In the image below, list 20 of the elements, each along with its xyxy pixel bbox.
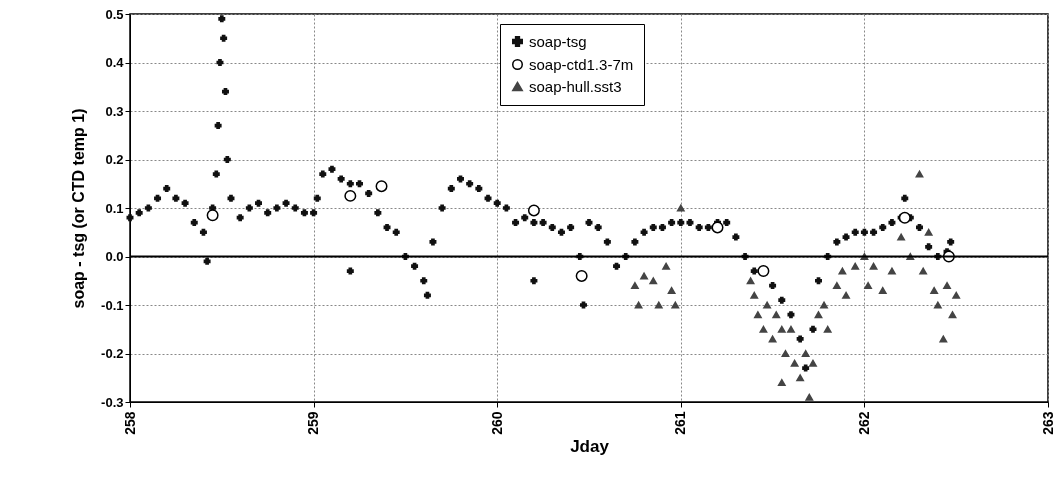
y-tick-label: 0.1 xyxy=(105,200,124,216)
legend-label: soap-tsg xyxy=(529,32,587,50)
y-tick-label: 0.3 xyxy=(105,103,124,119)
legend-label: soap-hull.sst3 xyxy=(529,77,622,95)
y-axis-title: soap - tsg (or CTD temp 1) xyxy=(70,108,88,309)
y-tick-label: 0.5 xyxy=(105,6,124,22)
x-tick-label: 262 xyxy=(855,411,872,435)
y-tick-label: 0.4 xyxy=(105,55,125,70)
y-tick-label: -0.3 xyxy=(101,394,124,410)
y-tick-label: 0.2 xyxy=(105,152,124,167)
x-tick-label: 260 xyxy=(488,411,505,435)
x-tick-label: 263 xyxy=(1039,411,1056,435)
y-tick-label: -0.2 xyxy=(101,346,124,361)
x-tick-label: 261 xyxy=(672,411,689,435)
y-tick-label: 0.0 xyxy=(105,249,124,264)
legend-label: soap-ctd1.3-7m xyxy=(529,55,634,73)
y-tick-label: -0.1 xyxy=(101,297,124,313)
x-axis-title: Jday xyxy=(570,436,610,456)
x-tick-label: 259 xyxy=(305,411,322,435)
x-tick-label: 258 xyxy=(121,411,138,435)
